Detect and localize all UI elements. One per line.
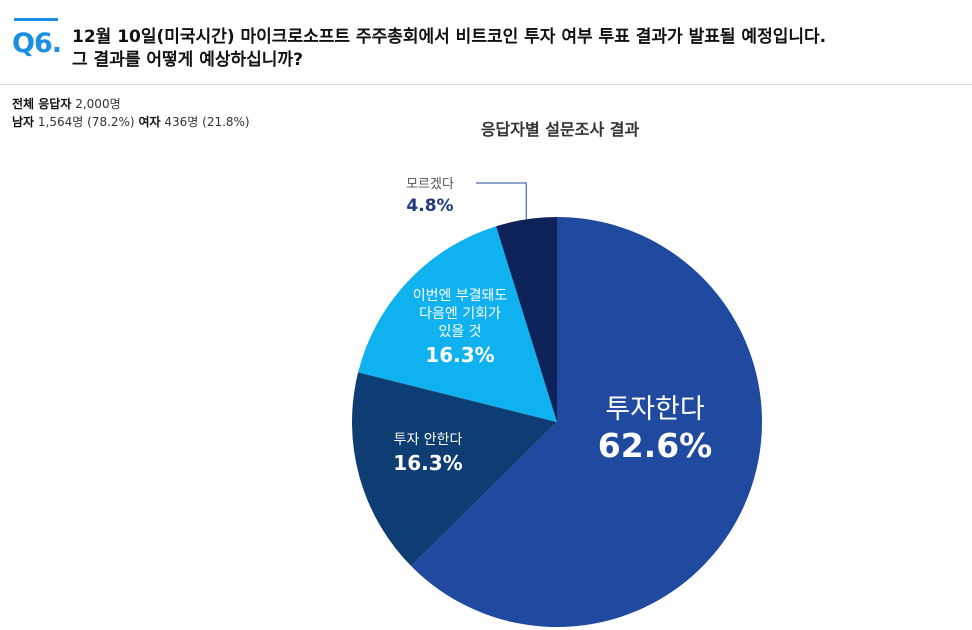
question-number: Q6. xyxy=(12,28,62,59)
question-text: 12월 10일(미국시간) 마이크로소프트 주주총회에서 비트코인 투자 여부 … xyxy=(72,26,952,72)
slice-label-group-4: 모르겠다 4.8% xyxy=(406,177,454,216)
pie-slice-1 xyxy=(411,217,762,627)
slice-label-2-line-1: 투자 안한다 xyxy=(394,432,463,448)
pie-slice-2 xyxy=(351,372,557,567)
slice-value-1: 62.6% xyxy=(598,426,713,465)
slice-value-2: 16.3% xyxy=(393,451,462,475)
respondent-stats: 전체 응답자 2,000명 남자 1,564명 (78.2%) 여자 436명 … xyxy=(12,95,250,131)
slice-value-3: 16.3% xyxy=(425,343,494,367)
slice-label-3-line-1: 이번엔 부결돼도 xyxy=(413,288,508,304)
total-respondents: 전체 응답자 2,000명 xyxy=(12,95,250,113)
header-divider xyxy=(0,84,972,85)
total-respondents-label: 전체 응답자 xyxy=(12,97,72,111)
pie-slice-4 xyxy=(496,217,557,422)
slice-value-4: 4.8% xyxy=(406,196,453,216)
slice-label-group-2: 투자 안한다 16.3% xyxy=(393,432,462,475)
male-value: 1,564명 (78.2%) xyxy=(37,115,135,129)
gender-breakdown: 남자 1,564명 (78.2%) 여자 436명 (21.8%) xyxy=(12,113,250,131)
female-value: 436명 (21.8%) xyxy=(164,115,250,129)
pie-slice-3 xyxy=(358,226,557,422)
slice-label-3-line-3: 있을 것 xyxy=(438,324,481,340)
total-respondents-value: 2,000명 xyxy=(75,97,121,111)
female-label: 여자 xyxy=(138,115,161,129)
male-label: 남자 xyxy=(12,115,35,129)
slice-label-4-line-1: 모르겠다 xyxy=(406,177,454,192)
slice-label-3-line-2: 다음엔 기회가 xyxy=(419,306,501,322)
leader-line-unknown xyxy=(476,182,527,220)
question-text-line-2: 그 결과를 어떻게 예상하십니까? xyxy=(72,50,303,70)
question-text-line-1: 12월 10일(미국시간) 마이크로소프트 주주총회에서 비트코인 투자 여부 … xyxy=(72,27,827,47)
chart-title: 응답자별 설문조사 결과 xyxy=(480,120,640,139)
slice-label-1-line-1: 투자한다 xyxy=(605,394,705,425)
question-accent-bar xyxy=(14,18,58,21)
